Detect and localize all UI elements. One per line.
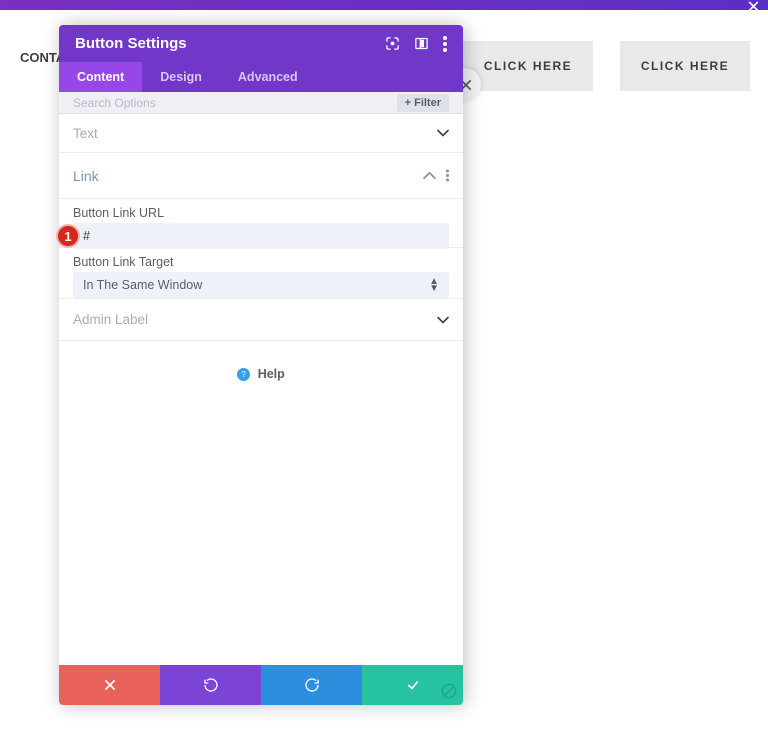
svg-text:?: ?	[241, 370, 246, 379]
